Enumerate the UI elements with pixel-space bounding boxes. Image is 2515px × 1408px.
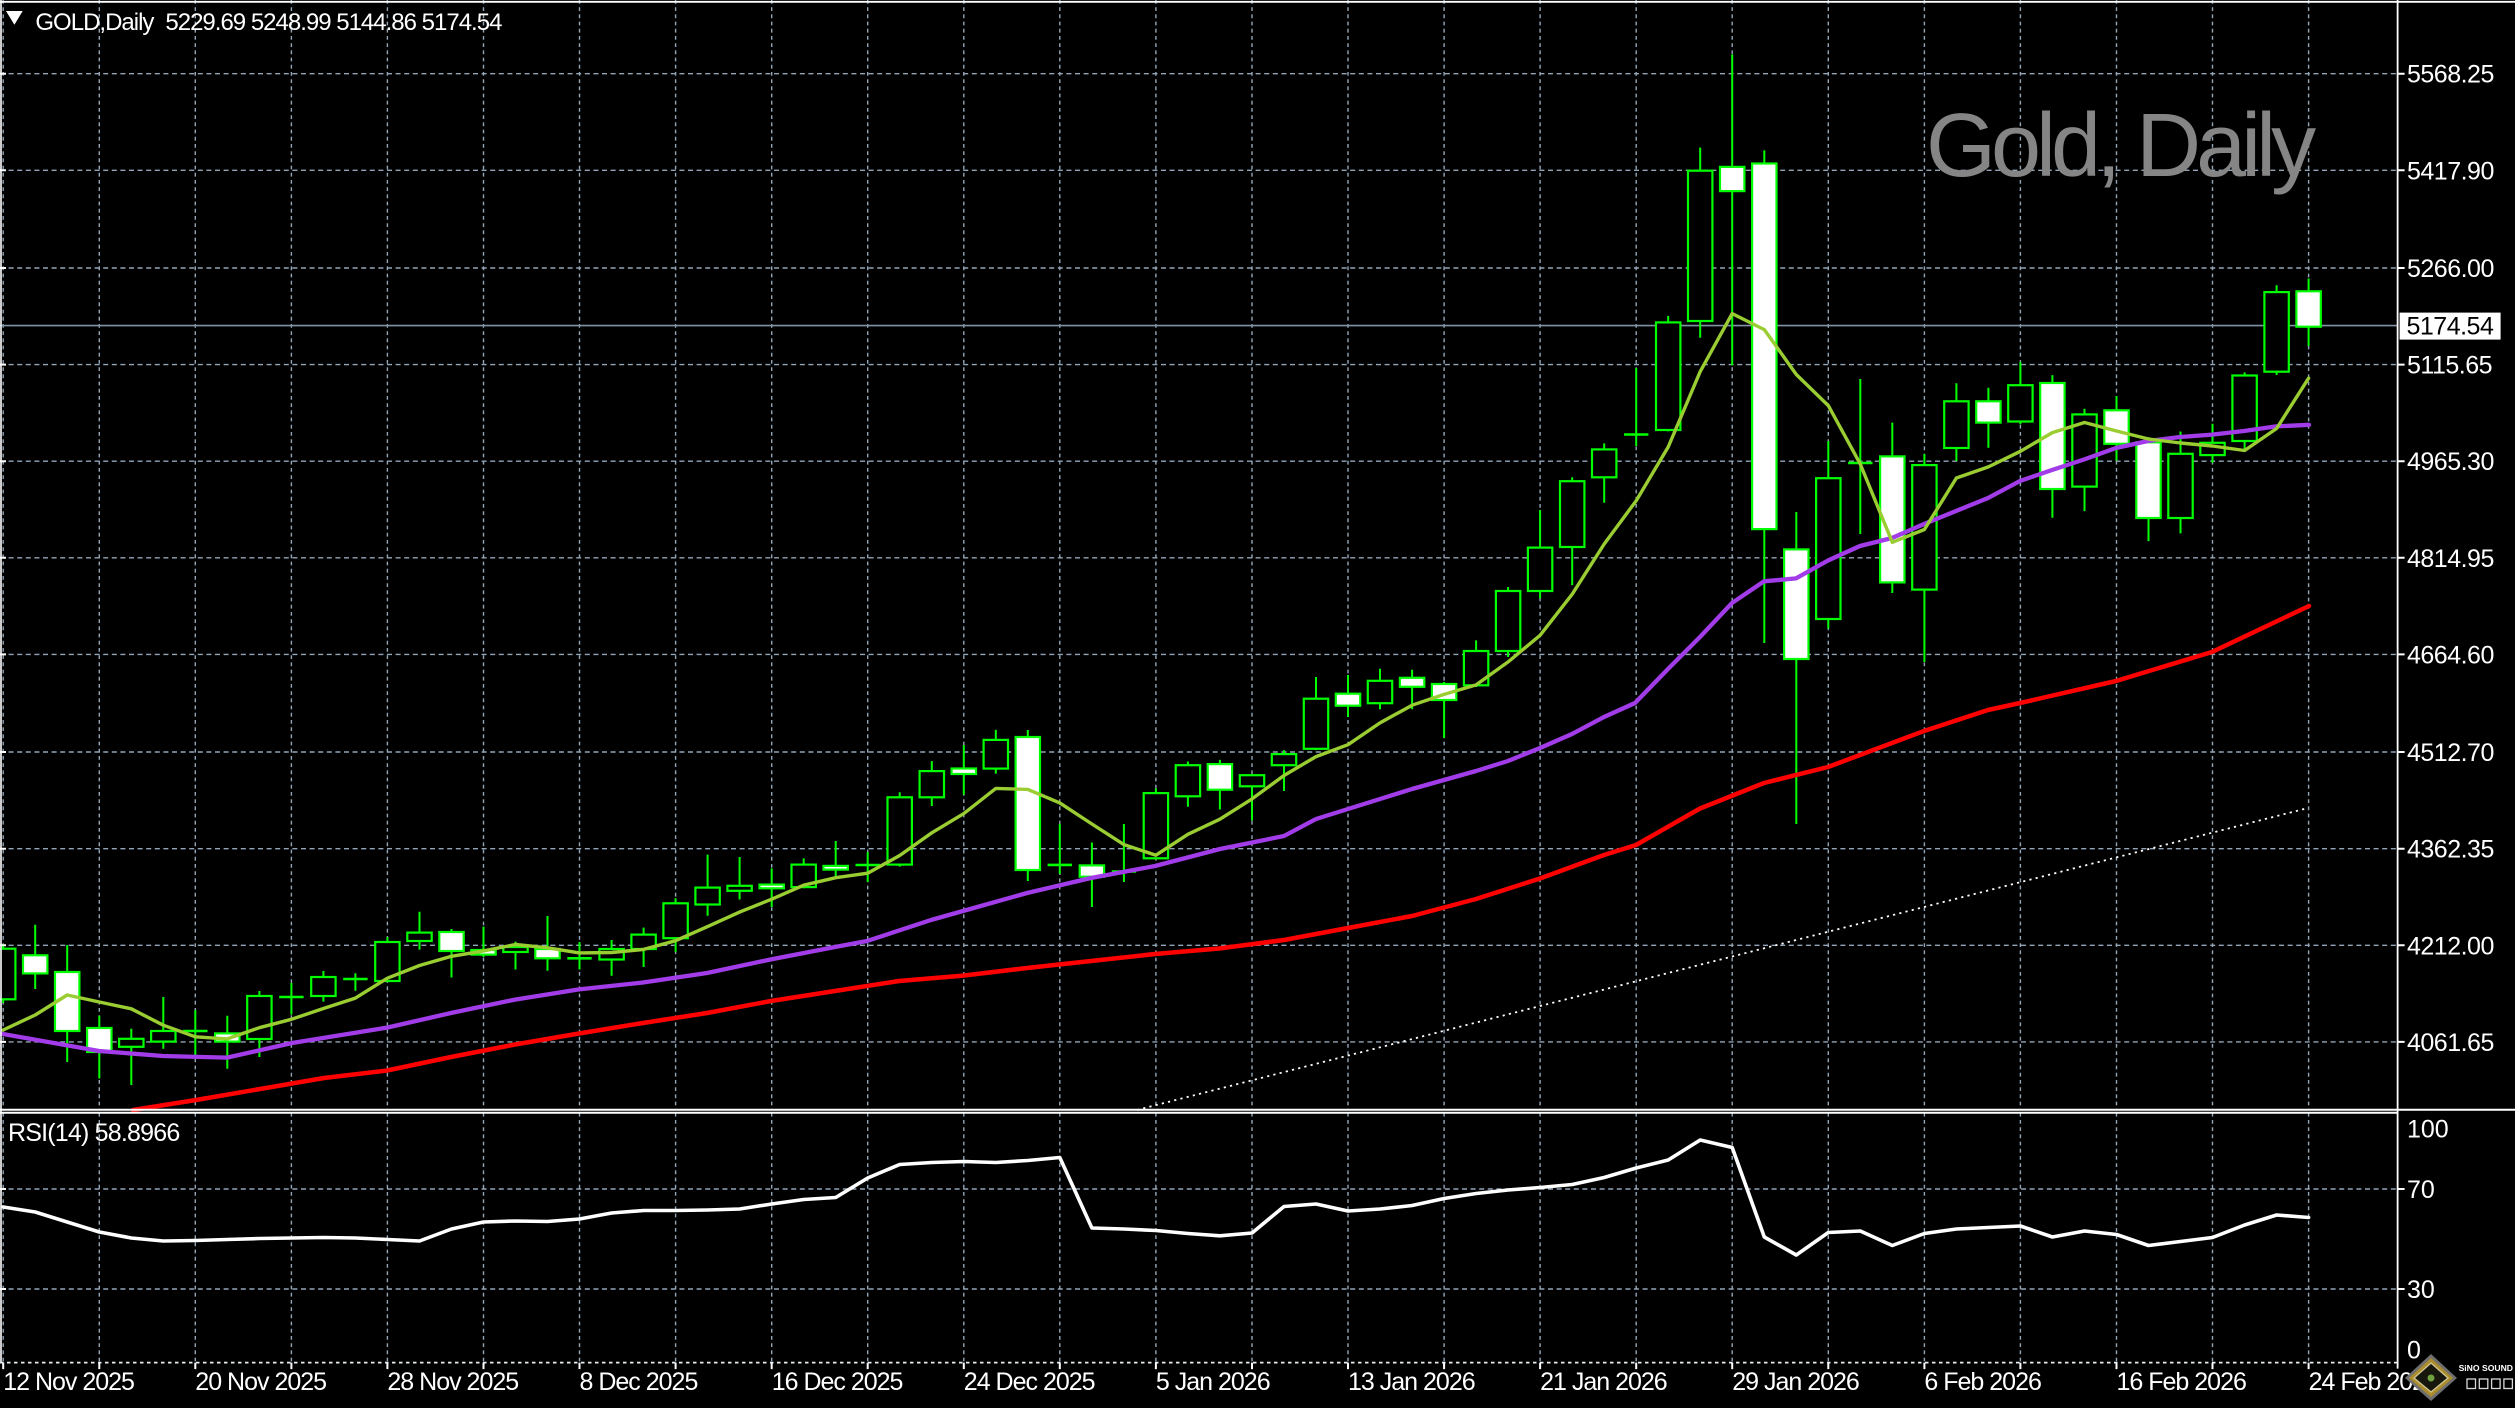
- svg-text:5174.54: 5174.54: [2407, 313, 2494, 341]
- svg-text:4664.60: 4664.60: [2407, 641, 2494, 669]
- svg-text:16 Dec 2025: 16 Dec 2025: [772, 1368, 903, 1396]
- svg-text:5 Jan 2026: 5 Jan 2026: [1156, 1368, 1270, 1396]
- svg-text:16 Feb 2026: 16 Feb 2026: [2117, 1368, 2246, 1396]
- svg-text:4965.30: 4965.30: [2407, 448, 2494, 476]
- svg-text:70: 70: [2407, 1176, 2435, 1204]
- svg-text:GOLD,Daily: GOLD,Daily: [35, 9, 154, 36]
- svg-text:6 Feb 2026: 6 Feb 2026: [1924, 1368, 2041, 1396]
- svg-text:30: 30: [2407, 1276, 2435, 1304]
- svg-text:0: 0: [2407, 1337, 2421, 1365]
- svg-text:5417.90: 5417.90: [2407, 157, 2494, 185]
- svg-text:5568.25: 5568.25: [2407, 61, 2494, 89]
- svg-text:5229.69 5248.99 5144.86 5174.5: 5229.69 5248.99 5144.86 5174.54: [165, 9, 502, 36]
- svg-text:100: 100: [2407, 1115, 2449, 1143]
- svg-text:28 Nov 2025: 28 Nov 2025: [387, 1368, 518, 1396]
- svg-text:4814.95: 4814.95: [2407, 545, 2494, 573]
- svg-text:4212.00: 4212.00: [2407, 932, 2494, 960]
- svg-text:4512.70: 4512.70: [2407, 739, 2494, 767]
- svg-text:4362.35: 4362.35: [2407, 836, 2494, 864]
- svg-text:5115.65: 5115.65: [2407, 352, 2492, 380]
- svg-text:20 Nov 2025: 20 Nov 2025: [195, 1368, 326, 1396]
- svg-text:21 Jan 2026: 21 Jan 2026: [1540, 1368, 1667, 1396]
- svg-text:24 Dec 2025: 24 Dec 2025: [964, 1368, 1095, 1396]
- svg-text:13 Jan 2026: 13 Jan 2026: [1348, 1368, 1475, 1396]
- svg-text:4061.65: 4061.65: [2407, 1029, 2494, 1057]
- svg-text:12 Nov 2025: 12 Nov 2025: [3, 1368, 134, 1396]
- svg-text:5266.00: 5266.00: [2407, 255, 2494, 283]
- svg-text:8 Dec 2025: 8 Dec 2025: [580, 1368, 698, 1396]
- svg-text:Gold, Daily: Gold, Daily: [1926, 96, 2316, 196]
- svg-text:RSI(14) 58.8966: RSI(14) 58.8966: [8, 1119, 179, 1147]
- svg-text:SiNO SOUND: SiNO SOUND: [2459, 1363, 2513, 1373]
- svg-text:29 Jan 2026: 29 Jan 2026: [1732, 1368, 1859, 1396]
